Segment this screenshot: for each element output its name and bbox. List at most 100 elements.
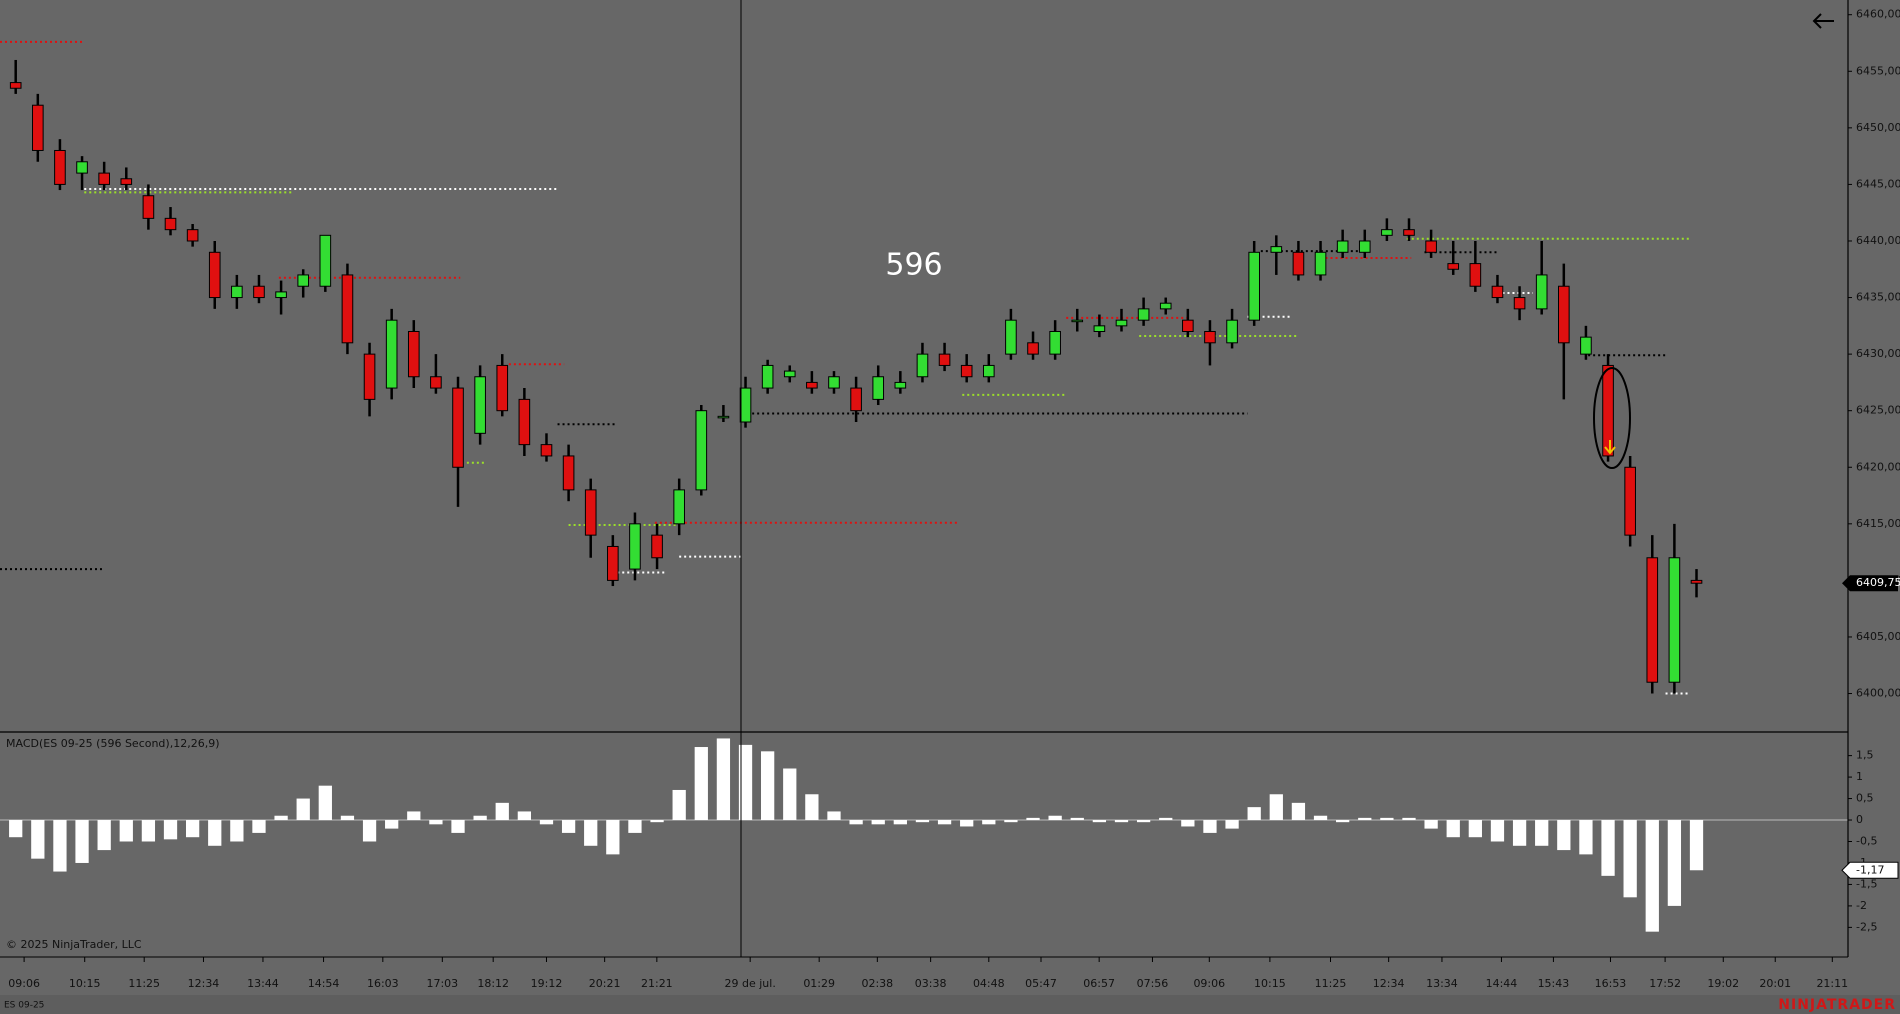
candle-body <box>32 104 44 151</box>
x-tick-label: 14:44 <box>1486 977 1518 990</box>
candle-body <box>850 387 862 412</box>
candle-body <box>783 370 796 378</box>
candle-body <box>1137 308 1150 321</box>
candle-body <box>186 229 199 242</box>
macd-bar <box>163 820 178 840</box>
y-tick-label: 0,5 <box>1856 792 1874 805</box>
macd-bar <box>53 820 67 872</box>
x-tick-label: 19:12 <box>531 977 563 990</box>
macd-bar <box>761 751 775 821</box>
candle-body <box>452 387 464 468</box>
x-tick-label: 09:06 <box>1193 977 1225 990</box>
y-tick-label: 6405,00 <box>1856 630 1900 643</box>
macd-bar <box>75 820 89 863</box>
x-tick-label: 14:54 <box>308 977 340 990</box>
macd-bar <box>252 820 266 833</box>
macd-bar <box>1336 820 1350 823</box>
y-tick-label: 6400,00 <box>1856 687 1900 700</box>
x-tick-label: 16:03 <box>367 977 399 990</box>
candle-body <box>1558 285 1570 344</box>
drawing-ellipse[interactable] <box>1593 367 1631 469</box>
candle-body <box>1314 251 1327 276</box>
macd-bar <box>1358 817 1372 821</box>
macd-bar <box>407 811 421 821</box>
candle-body <box>1491 285 1504 299</box>
macd-bar <box>97 820 111 851</box>
y-tick-label: 6425,00 <box>1856 404 1900 417</box>
macd-bar <box>1601 820 1615 876</box>
candle-body <box>1115 319 1128 327</box>
candle-body <box>253 285 265 299</box>
macd-bar <box>1468 820 1482 838</box>
y-tick-label: 6435,00 <box>1856 291 1900 304</box>
macd-bar <box>1070 817 1084 821</box>
candle-body <box>607 545 619 581</box>
y-tick-label: 6430,00 <box>1856 347 1900 360</box>
y-tick-label: 1 <box>1856 770 1863 783</box>
macd-bar <box>805 794 819 821</box>
macd-bar <box>783 768 797 821</box>
candle-body <box>1602 364 1614 457</box>
macd-bar <box>1048 815 1062 821</box>
macd-bar <box>606 820 620 855</box>
candle-body <box>208 251 221 299</box>
macd-bar <box>1424 820 1438 829</box>
macd-bar <box>982 820 996 825</box>
macd-bar <box>185 820 200 838</box>
macd-value-label: -1,17 <box>1856 863 1884 876</box>
macd-bar <box>517 811 532 821</box>
candle-body <box>651 534 663 559</box>
candle-body <box>9 82 22 89</box>
x-tick-label: 10:15 <box>1254 977 1286 990</box>
macd-bar <box>429 820 443 825</box>
macd-bar <box>451 820 465 833</box>
candle-body <box>629 523 641 570</box>
y-tick-label: 6445,00 <box>1856 177 1900 190</box>
y-tick-label: 6455,00 <box>1856 64 1900 77</box>
candle-body <box>916 353 929 378</box>
macd-bar <box>340 815 355 821</box>
x-tick-label: 11:25 <box>1315 977 1347 990</box>
candle-body <box>363 353 376 400</box>
candle-body <box>673 489 685 525</box>
macd-bar <box>230 820 244 842</box>
candle-body <box>806 381 818 389</box>
copyright: © 2025 NinjaTrader, LLC <box>6 938 142 951</box>
candle-body <box>1005 319 1017 355</box>
macd-bar <box>1092 820 1107 823</box>
macd-bar <box>1004 820 1018 823</box>
x-tick-label: 17:52 <box>1649 977 1681 990</box>
candle-body <box>717 415 730 419</box>
macd-bar <box>650 820 664 823</box>
x-tick-label: 18:12 <box>477 977 509 990</box>
candle-body <box>1027 342 1039 355</box>
last-price-label: 6409,75 <box>1856 576 1900 589</box>
macd-bar <box>1291 802 1306 821</box>
instrument: ES 09-25 <box>4 1001 44 1011</box>
y-tick-label: 6440,00 <box>1856 234 1900 247</box>
candle-body <box>894 381 907 389</box>
macd-value-tag <box>1841 861 1899 879</box>
candle-body <box>1535 274 1548 310</box>
candle-body <box>1668 557 1681 683</box>
macd-bar <box>1026 817 1040 821</box>
candle-body <box>695 410 708 491</box>
macd-bar <box>495 802 509 821</box>
macd-bar <box>119 820 133 842</box>
candle-body <box>1049 330 1061 355</box>
y-tick-label: -2,5 <box>1856 920 1877 933</box>
macd-bar <box>1490 820 1505 842</box>
brand-logo: NINJATRADER <box>1778 997 1896 1013</box>
level-lines <box>0 40 1690 695</box>
y-tick-label: -2 <box>1856 899 1867 912</box>
back-arrow[interactable] <box>1812 13 1834 29</box>
y-tick-label: -1,5 <box>1856 877 1877 890</box>
macd-bar <box>871 820 885 825</box>
candle-body <box>1381 229 1393 236</box>
macd-bar <box>937 820 952 825</box>
candle-body <box>1182 319 1194 332</box>
candle-body <box>739 387 752 423</box>
candle-body <box>496 364 509 412</box>
candle-body <box>872 376 885 400</box>
candle-body <box>164 217 177 231</box>
